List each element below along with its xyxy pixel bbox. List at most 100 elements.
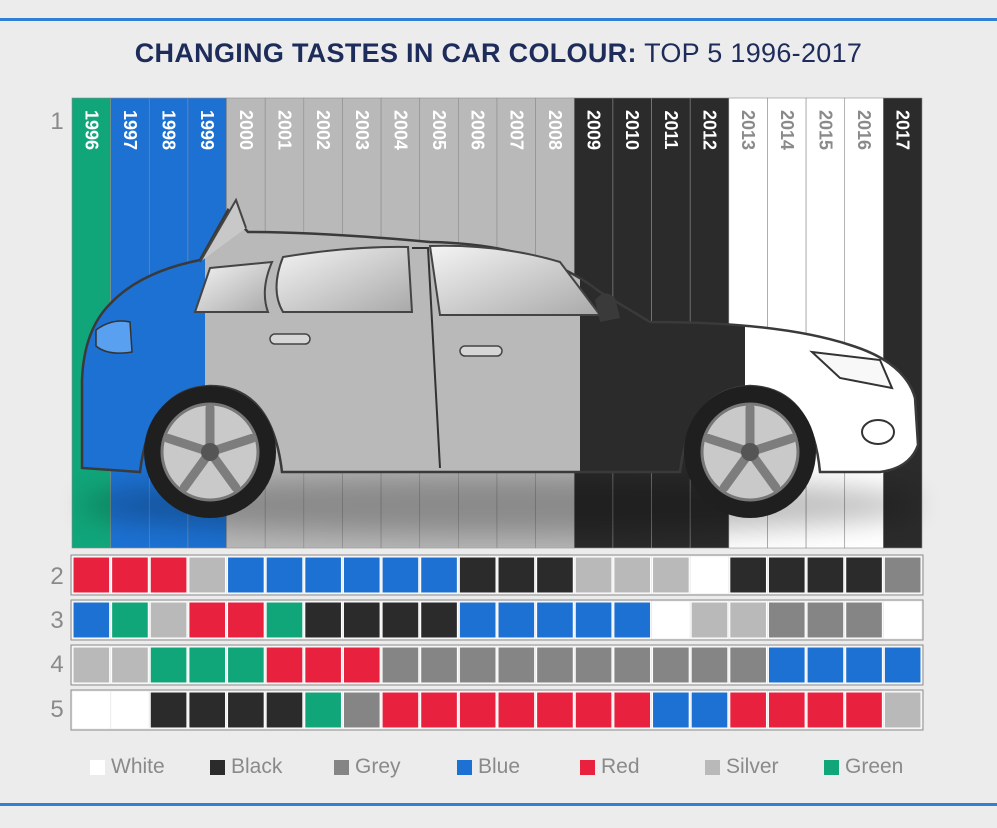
- rank-2-cell-2007: [497, 556, 536, 594]
- legend-item-black: Black: [210, 752, 282, 782]
- year-label-2013: 2013: [738, 110, 758, 150]
- rank-2-cell-1997: [111, 556, 149, 594]
- rank-2-row-frame: [70, 554, 924, 596]
- rank-label-4: 4: [50, 651, 64, 678]
- rank-5-cell-2013: [729, 691, 767, 729]
- rank-4-cell-2017: [883, 646, 922, 684]
- year-label-2011: 2011: [661, 110, 681, 149]
- rank-4-cell-2008: [536, 646, 574, 684]
- legend-label-blue: Blue: [478, 755, 521, 778]
- rank-3-cell-2007: [497, 601, 536, 639]
- rank-5-cell-2000: [227, 691, 265, 729]
- year-label-1999: 1999: [197, 110, 217, 150]
- rank-2-cell-2003: [342, 556, 381, 594]
- rank-2-cell-1998: [149, 556, 188, 594]
- rank-4-cell-2014: [767, 646, 806, 684]
- rank-5-cell-2004: [381, 691, 420, 729]
- rear-spoiler: [199, 197, 247, 263]
- year-label-2000: 2000: [236, 110, 256, 150]
- rear-door-window: [275, 245, 414, 313]
- rank-2-5-cells: [70, 554, 924, 731]
- legend-swatch-red: [580, 759, 595, 775]
- rank-3-cell-1997: [111, 601, 149, 639]
- fog-light: [861, 419, 895, 445]
- legend-swatch-green: [824, 759, 839, 775]
- year-label-1998: 1998: [159, 110, 179, 150]
- rank-5-cell-2017: [883, 691, 922, 729]
- rank-3-cell-2011: [652, 601, 690, 639]
- rank-3-cell-2003: [342, 601, 381, 639]
- rank-3-cell-2006: [458, 601, 497, 639]
- rank-5-cell-2015: [806, 691, 845, 729]
- legend-item-silver: Silver: [705, 752, 779, 782]
- car-body-blue-zone: [82, 251, 205, 472]
- rank-2-cell-2009: [574, 556, 613, 594]
- front-wheel: [684, 386, 816, 518]
- rank-3-cell-1998: [149, 601, 188, 639]
- legend-item-green: Green: [824, 752, 903, 782]
- side-mirror: [595, 293, 620, 322]
- car-details: [95, 247, 895, 469]
- year-label-1996: 1996: [81, 110, 101, 150]
- rank-3-cell-2005: [420, 601, 458, 639]
- rank-5-cell-1998: [149, 691, 188, 729]
- rank-5-row-frame: [70, 689, 924, 731]
- rank-3-cell-2014: [767, 601, 806, 639]
- rear-wheel: [144, 386, 276, 518]
- year-label-2014: 2014: [777, 110, 797, 150]
- year-label-2010: 2010: [622, 110, 642, 150]
- rank-5-cell-2009: [574, 691, 613, 729]
- rear-door-handle: [269, 333, 311, 345]
- rank-2-cell-2002: [304, 556, 342, 594]
- rank-2-cell-1999: [188, 556, 227, 594]
- chart-title: CHANGING TASTES IN CAR COLOUR: TOP 5 199…: [0, 38, 997, 69]
- rank-2-cell-2013: [729, 556, 767, 594]
- rank-2-cell-2004: [381, 556, 420, 594]
- rank-2-cell-1996: [72, 556, 111, 594]
- rank-4-cell-2012: [690, 646, 729, 684]
- chart-title-regular: TOP 5 1996-2017: [636, 38, 863, 68]
- rank-1-bar-2017: [883, 97, 923, 549]
- legend-swatch-white: [90, 759, 105, 775]
- rank-2-cell-2000: [227, 556, 265, 594]
- legend-swatch-grey: [334, 759, 349, 775]
- year-label-2007: 2007: [506, 110, 526, 150]
- legend-item-grey: Grey: [334, 752, 401, 782]
- year-label-2017: 2017: [893, 110, 913, 150]
- rank-1-bar-2015: [805, 97, 846, 549]
- rank-5-cell-2002: [304, 691, 342, 729]
- legend-item-red: Red: [580, 752, 640, 782]
- year-label-2006: 2006: [468, 110, 488, 150]
- front-hub: [741, 443, 759, 461]
- rank-5-cell-1996: [72, 691, 111, 729]
- rear-quarter-window: [193, 260, 274, 313]
- rank-5-cell-2006: [458, 691, 497, 729]
- rank-label-3: 3: [50, 607, 64, 634]
- rank-3-cell-2015: [806, 601, 845, 639]
- rank-4-cell-2002: [304, 646, 342, 684]
- rank-4-cell-1999: [188, 646, 227, 684]
- rank-2-cell-2017: [883, 556, 922, 594]
- legend-item-blue: Blue: [457, 752, 520, 782]
- legend-swatch-silver: [705, 759, 720, 775]
- rear-hub: [201, 443, 219, 461]
- year-label-2002: 2002: [313, 110, 333, 150]
- rank-4-cell-2000: [227, 646, 265, 684]
- legend-label-grey: Grey: [355, 755, 401, 778]
- rank-4-row-frame: [70, 644, 924, 686]
- legend-label-white: White: [111, 755, 165, 778]
- rank-3-cell-2013: [729, 601, 767, 639]
- car-illustration: [80, 197, 920, 535]
- legend-swatch-black: [210, 759, 225, 775]
- rank-3-cell-2016: [845, 601, 883, 639]
- rank-3-cell-2002: [304, 601, 342, 639]
- rank-4-cell-2005: [420, 646, 458, 684]
- legend-label-silver: Silver: [726, 755, 779, 778]
- front-door-handle: [459, 345, 503, 357]
- rank-2-cell-2016: [845, 556, 883, 594]
- rank-4-cell-1997: [111, 646, 149, 684]
- year-labels: 1996 1997 1998 1999 2000 2001 2002 2003 2004 2005…: [81, 110, 912, 150]
- rank-5-cell-2005: [420, 691, 458, 729]
- year-label-2005: 2005: [429, 110, 449, 150]
- rank-1-bar-2016: [844, 97, 884, 549]
